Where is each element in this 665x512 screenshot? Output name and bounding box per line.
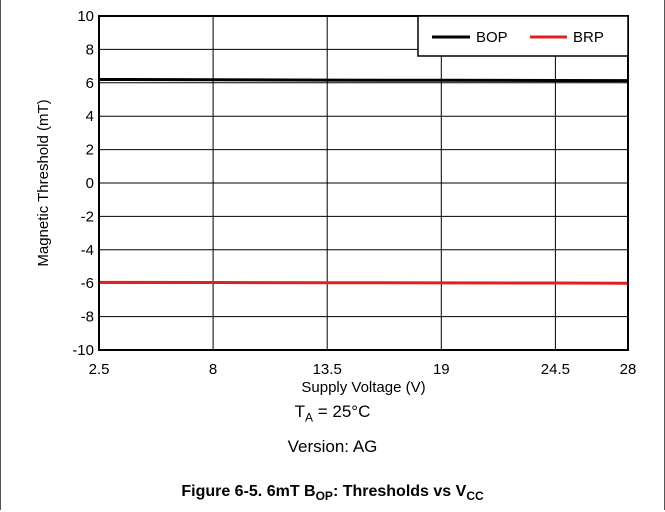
y-tick-label: 4 — [86, 108, 94, 125]
y-tick-label: -8 — [81, 309, 94, 326]
x-tick-label: 19 — [433, 361, 450, 378]
y-tick-label: -6 — [81, 275, 94, 292]
x-tick-label: 24.5 — [541, 361, 570, 378]
x-tick-label: 2.5 — [89, 361, 110, 378]
y-tick-label: -4 — [81, 242, 94, 259]
x-axis-label: Supply Voltage (V) — [301, 379, 425, 396]
y-tick-label: 10 — [77, 8, 94, 25]
y-axis-label: Magnetic Threshold (mT) — [35, 99, 52, 266]
y-tick-label: -2 — [81, 208, 94, 225]
y-tick-label: 6 — [86, 75, 94, 92]
version-note: Version: AG — [287, 437, 378, 456]
series-line-brp — [98, 280, 629, 285]
grid-layer — [98, 15, 629, 351]
y-tick-label: 0 — [86, 175, 94, 192]
temperature-note: TA = 25°C — [294, 402, 371, 425]
tick-label-layer: 2.5 8 13.5 19 24.5 28 -10 -8 -6 -4 -2 0 2 4 6 8 10 — [72, 8, 636, 378]
x-tick-label: 13.5 — [313, 361, 342, 378]
x-tick-label: 8 — [209, 361, 217, 378]
figure-caption: Figure 6-5. 6mT BOP: Thresholds vs VCC — [181, 483, 484, 504]
y-tick-label: -10 — [72, 342, 94, 359]
series-layer — [98, 77, 629, 285]
threshold-chart: 2.5 8 13.5 19 24.5 28 -10 -8 -6 -4 -2 0 2 4 6 8 10 Suppl… — [35, 8, 636, 396]
series-line-bop — [98, 77, 629, 83]
legend-label-brp: BRP — [573, 29, 604, 46]
legend: BOP BRP — [417, 15, 629, 57]
y-tick-label: 8 — [86, 41, 94, 58]
legend-label-bop: BOP — [476, 29, 508, 46]
plot-border — [98, 15, 629, 351]
x-tick-label: 28 — [620, 361, 637, 378]
y-tick-label: 2 — [86, 142, 94, 159]
